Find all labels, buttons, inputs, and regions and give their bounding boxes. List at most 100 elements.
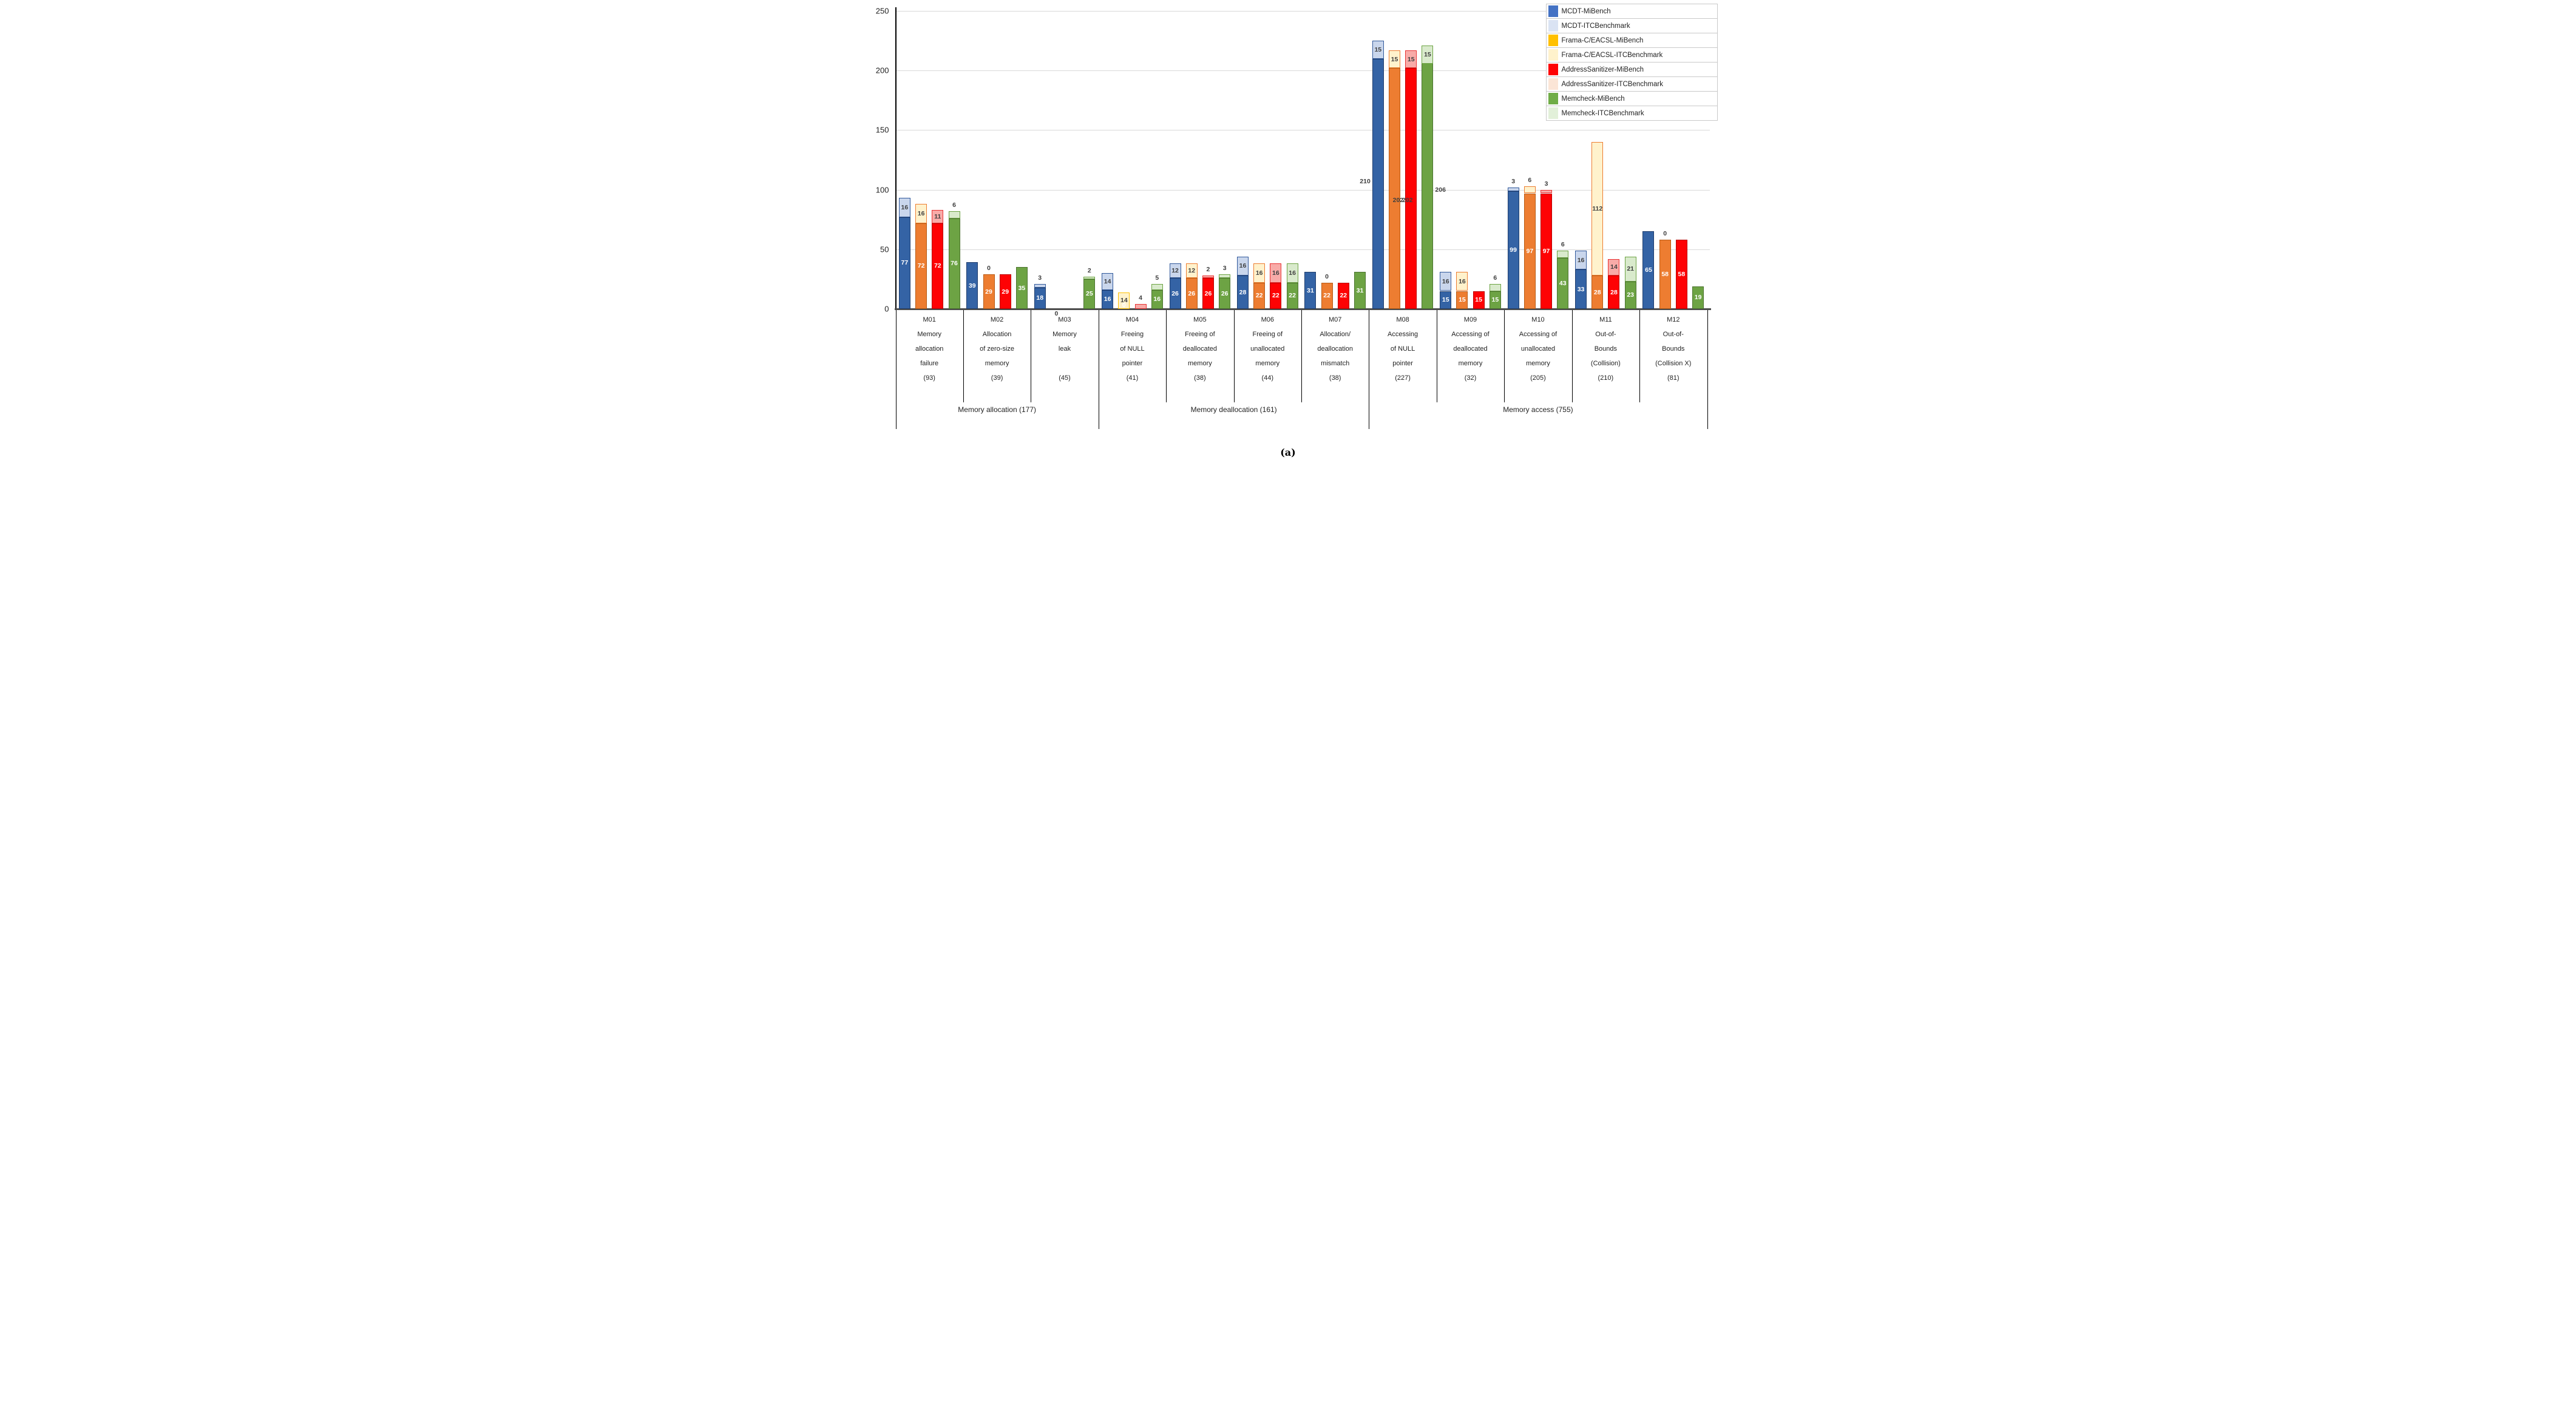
bar-mibench-segment [1253, 282, 1266, 309]
category-label-line: pointer [1122, 360, 1143, 367]
bar-mibench-segment [1236, 275, 1249, 309]
bar-itcbenchmark-segment [1456, 272, 1468, 291]
bar-itcbenchmark-segment [1440, 272, 1452, 291]
category-label: M08 Accessing of NULL pointer (227) [1369, 313, 1436, 385]
gridline [895, 11, 1710, 12]
bar-value-label: 28 [1610, 288, 1618, 296]
legend-label: MCDT-ITCBenchmark [1561, 22, 1630, 30]
group-label: Memory access (755) [1503, 405, 1573, 414]
bar-value-label: 16 [1442, 277, 1449, 285]
table-border-line [895, 310, 897, 429]
category-label-line: (39) [991, 374, 1003, 382]
table-border-line [1707, 310, 1708, 429]
legend-swatch [1548, 78, 1558, 90]
category-label: M06 Freeing of unallocated memory (44) [1234, 313, 1301, 385]
legend-item: Frama-C/EACSL-ITCBenchmark [1545, 47, 1718, 63]
bar-value-label: 25 [1085, 290, 1093, 298]
category-label-line: deallocated [1453, 345, 1488, 353]
legend-item: AddressSanitizer-ITCBenchmark [1545, 76, 1718, 92]
bar-mibench-segment [1624, 281, 1636, 309]
table-border-line [1301, 310, 1302, 402]
bar-itcbenchmark-segment [1134, 304, 1147, 309]
gridline [895, 189, 1710, 191]
category-label-line: memory [1188, 360, 1212, 367]
bar-value-label: 15 [1374, 46, 1382, 53]
bar-mibench-segment [1372, 58, 1384, 309]
bar-itcbenchmark-segment [1286, 263, 1298, 283]
bar-itcbenchmark-segment [1507, 187, 1519, 191]
category-label-line: leak [1058, 345, 1071, 353]
bar-value-label: 72 [917, 262, 925, 270]
category-label: M07 Allocation/deallocation mismatch (38) [1301, 313, 1369, 385]
bar-value-label: 0 [1325, 272, 1329, 280]
legend-label: Frama-C/EACSL-MiBench [1561, 36, 1644, 44]
category-label-line: (Collision X) [1655, 360, 1692, 367]
bar-itcbenchmark-segment [932, 210, 944, 223]
category-label-line: (210) [1598, 374, 1614, 382]
y-tick-label: 50 [880, 245, 889, 254]
bar-itcbenchmark-segment [1489, 283, 1501, 291]
category-label-line: (38) [1329, 374, 1341, 382]
category-label: M09 Accessing of deallocated memory (32) [1437, 313, 1504, 385]
bar-itcbenchmark-segment [1575, 250, 1587, 270]
category-label-line: memory [1458, 360, 1483, 367]
y-tick-label: 250 [875, 6, 889, 16]
bar-mibench-segment [1557, 257, 1569, 309]
category-label: M05 Freeing of deallocated memory (38) [1166, 313, 1233, 385]
bar-value-label: 22 [1255, 292, 1263, 300]
memory-defect-detection-chart: MCDT-MiBench MCDT-ITCBenchmark Frama-C/EAC… [858, 0, 1718, 468]
bar-itcbenchmark-segment [1372, 41, 1384, 59]
category-label-line: unallocated [1520, 345, 1556, 353]
bar-value-label: 0 [1122, 302, 1126, 309]
bar-mibench-segment [1473, 291, 1485, 309]
category-label-line: M10 [1531, 316, 1545, 323]
legend-label: Memcheck-MiBench [1561, 95, 1625, 103]
bar-itcbenchmark-segment [1389, 50, 1401, 69]
bar-value-label: 14 [1120, 297, 1128, 305]
category-label-line: of NULL [1120, 345, 1145, 353]
bar-value-label: 28 [1239, 288, 1247, 296]
bar-value-label: 16 [1239, 262, 1247, 270]
bar-value-label: 21 [1627, 265, 1634, 273]
category-label-line: M03 [1058, 316, 1071, 323]
category-label-line: (205) [1530, 374, 1546, 382]
category-label-line: Allocation [982, 331, 1012, 338]
bar-value-label: 58 [1678, 271, 1686, 278]
category-label-line: memory [1255, 360, 1280, 367]
bar-value-label: 210 [1360, 177, 1371, 185]
bar-value-label: 97 [1542, 247, 1550, 255]
table-border-line [1166, 310, 1167, 402]
category-label-line: M09 [1463, 316, 1477, 323]
category-label-line: (45) [1059, 374, 1071, 382]
bar-mibench-segment [1456, 291, 1468, 309]
bar-itcbenchmark-segment [1202, 275, 1214, 278]
legend-item: Memcheck-MiBench [1545, 91, 1718, 106]
bar-value-label: 77 [901, 259, 909, 267]
bar-value-label: 16 [1272, 269, 1280, 277]
y-axis-line [895, 7, 897, 309]
category-label: M12 Out-of- Bounds (Collision X) (81) [1639, 313, 1707, 385]
category-label-line: (93) [923, 374, 935, 382]
legend-swatch [1548, 49, 1558, 61]
category-label-line: Memory [1052, 331, 1077, 338]
bar-value-label: 18 [1036, 294, 1044, 302]
bar-mibench-segment [1202, 277, 1214, 309]
bar-mibench-segment [1489, 291, 1501, 309]
bar-mibench-segment [1321, 282, 1333, 309]
bar-mibench-segment [1440, 291, 1452, 309]
category-label: M10 Accessing of unallocated memory (205) [1504, 313, 1571, 385]
category-label-line: Accessing of [1519, 331, 1557, 338]
table-border-line [1233, 310, 1235, 402]
x-axis-line [894, 308, 1711, 310]
y-tick-label: 150 [875, 125, 889, 135]
legend-item: AddressSanitizer-MiBench [1545, 62, 1718, 77]
table-border-line [1571, 310, 1573, 402]
bar-value-label: 16 [1153, 296, 1161, 303]
legend-label: Frama-C/EACSL-ITCBenchmark [1561, 51, 1663, 59]
gridline [895, 249, 1710, 250]
legend-item: Memcheck-ITCBenchmark [1545, 106, 1718, 121]
bar-mibench-segment [1219, 277, 1231, 309]
bar-itcbenchmark-segment [1591, 142, 1604, 275]
bar-value-label: 22 [1289, 292, 1296, 300]
bar-mibench-segment [1659, 240, 1671, 309]
